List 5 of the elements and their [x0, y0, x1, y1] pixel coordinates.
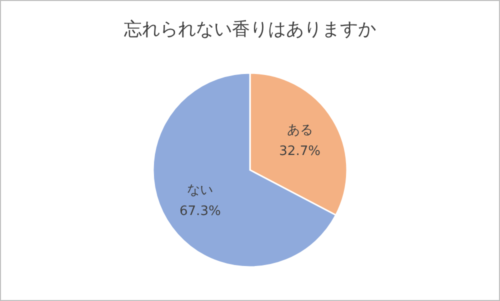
slice-label: ない — [187, 183, 214, 198]
chart-title: 忘れられない香りはありますか — [124, 19, 376, 40]
data-label: 67.3% — [180, 204, 221, 220]
slice-label: ある — [286, 122, 313, 138]
data-label: 32.7% — [279, 144, 320, 159]
